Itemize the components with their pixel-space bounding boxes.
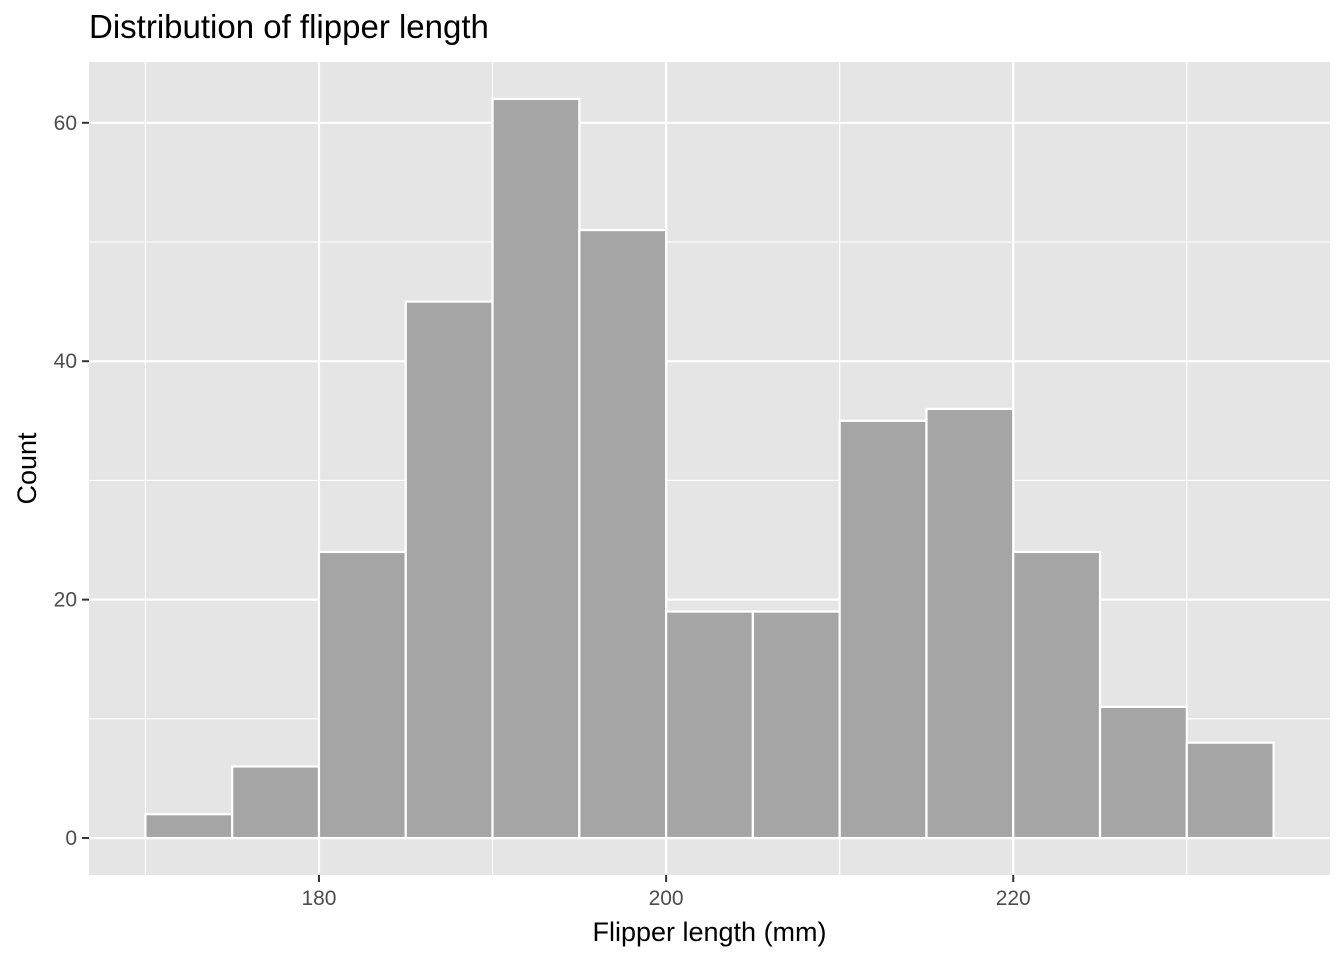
- histogram-bar: [145, 814, 232, 838]
- x-tick-label: 220: [996, 887, 1031, 910]
- y-tick-label: 20: [54, 589, 77, 612]
- histogram-bar: [1100, 707, 1187, 838]
- y-axis-title: Count: [12, 432, 42, 505]
- chart-title: Distribution of flipper length: [89, 8, 489, 45]
- y-tick-label: 40: [54, 350, 77, 373]
- x-axis: 180 200 220: [301, 875, 1030, 910]
- y-axis: 0 20 40 60: [54, 112, 89, 850]
- histogram-bar: [232, 767, 319, 839]
- histogram-bar: [753, 612, 840, 838]
- histogram-bar: [1187, 743, 1274, 838]
- y-tick-label: 60: [54, 112, 77, 135]
- histogram-bar: [840, 421, 927, 838]
- histogram-bar: [1013, 552, 1100, 838]
- histogram-bar: [319, 552, 406, 838]
- x-axis-title: Flipper length (mm): [592, 917, 826, 947]
- x-tick-label: 180: [301, 887, 336, 910]
- x-tick-label: 200: [649, 887, 684, 910]
- histogram-bar: [406, 302, 493, 838]
- histogram-bar: [666, 612, 753, 838]
- histogram-bar: [579, 230, 666, 838]
- histogram-bar: [926, 409, 1013, 838]
- histogram-bar: [493, 99, 580, 838]
- y-tick-label: 0: [65, 827, 77, 850]
